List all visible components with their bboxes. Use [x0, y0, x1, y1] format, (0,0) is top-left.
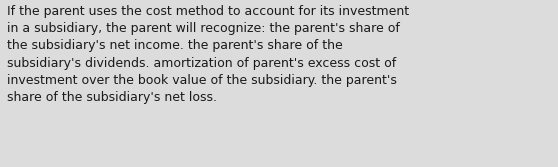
Text: If the parent uses the cost method to account for its investment
in a subsidiary: If the parent uses the cost method to ac…	[7, 5, 410, 104]
